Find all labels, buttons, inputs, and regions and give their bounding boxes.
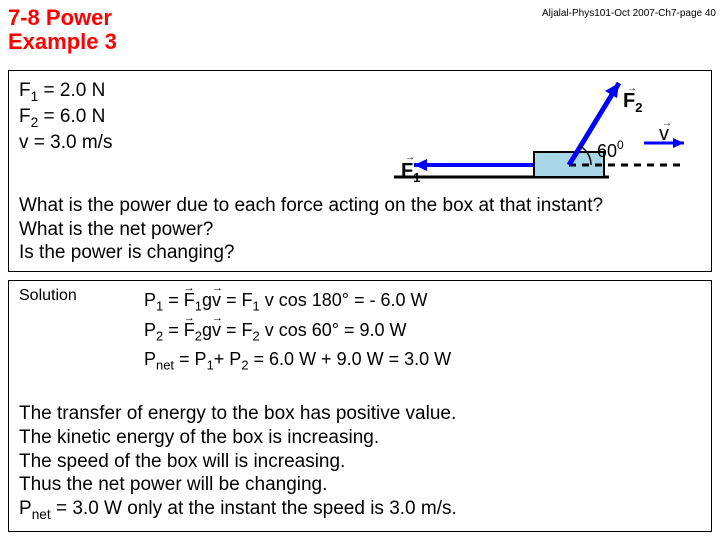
solution-label: Solution xyxy=(19,287,77,305)
conclusion-3: The speed of the box will is increasing. xyxy=(19,450,457,474)
given-v: v = 3.0 m/s xyxy=(19,131,112,155)
f2-label: F2 xyxy=(623,90,642,115)
slide-title: 7-8 Power Example 3 xyxy=(8,6,117,54)
conclusion-text: The transfer of energy to the box has po… xyxy=(19,402,457,523)
conclusion-1: The transfer of energy to the box has po… xyxy=(19,402,457,426)
page-reference: Aljalal-Phys101-Oct 2007-Ch7-page 40 xyxy=(542,8,716,19)
v-label: v xyxy=(659,123,669,145)
given-values: F1 = 2.0 N F2 = 6.0 N v = 3.0 m/s xyxy=(19,79,112,155)
given-f1: F1 = 2.0 N xyxy=(19,79,112,105)
v-arrowhead xyxy=(673,138,684,148)
problem-box: F1 = 2.0 N F2 = 6.0 N v = 3.0 m/s → F1 →… xyxy=(8,70,712,272)
question-1: What is the power due to each force acti… xyxy=(19,194,603,218)
equations-block: P1 = →F1g→v = F1 v cos 180° = - 6.0 W P2… xyxy=(144,287,451,376)
equation-pnet: Pnet = P1+ P2 = 6.0 W + 9.0 W = 3.0 W xyxy=(144,346,451,376)
title-line1: 7-8 Power xyxy=(8,6,117,30)
question-3: Is the power is changing? xyxy=(19,241,603,265)
conclusion-5: Pnet = 3.0 W only at the instant the spe… xyxy=(19,497,457,523)
force-diagram: → F1 → F2 → v 600 xyxy=(379,77,699,197)
title-line2: Example 3 xyxy=(8,30,117,54)
given-f2: F2 = 6.0 N xyxy=(19,105,112,131)
conclusion-4: Thus the net power will be changing. xyxy=(19,473,457,497)
solution-box: Solution P1 = →F1g→v = F1 v cos 180° = -… xyxy=(8,280,712,532)
angle-label: 600 xyxy=(597,138,624,161)
equation-p2: P2 = →F2g→v = F2 v cos 60° = 9.0 W xyxy=(144,317,451,347)
question-text: What is the power due to each force acti… xyxy=(19,194,603,265)
conclusion-2: The kinetic energy of the box is increas… xyxy=(19,426,457,450)
question-2: What is the net power? xyxy=(19,218,603,242)
